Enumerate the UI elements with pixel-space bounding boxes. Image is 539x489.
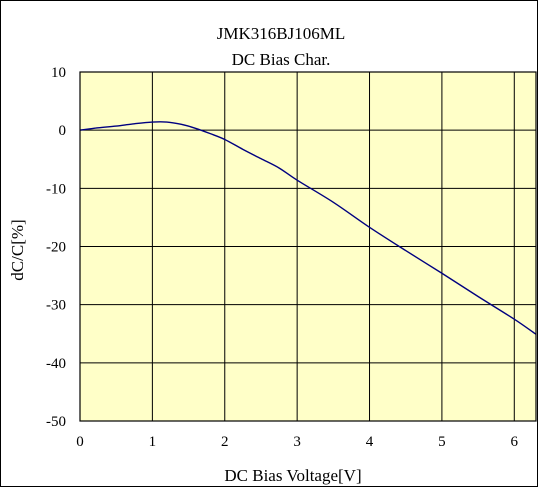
x-tick-label: 1: [149, 434, 157, 450]
x-tick-label: 0: [76, 434, 84, 450]
y-tick-label: 0: [59, 123, 67, 139]
x-tick-label: 5: [438, 434, 446, 450]
y-tick-label: -20: [46, 240, 66, 256]
chart-title: JMK316BJ106ML: [217, 24, 345, 43]
y-tick-labels: 10 0 -10 -20 -30 -40 -50: [46, 65, 66, 430]
x-axis-label: DC Bias Voltage[V]: [224, 466, 361, 485]
x-tick-labels: 0 1 2 3 4 5 6: [76, 434, 518, 450]
chart-subtitle: DC Bias Char.: [232, 50, 331, 69]
series-line-0: [79, 121, 537, 335]
plot-border: [79, 71, 537, 422]
y-tick-label: -10: [46, 181, 66, 197]
x-tick-label: 6: [511, 434, 519, 450]
x-tick-label: 2: [221, 434, 229, 450]
series-group: [79, 121, 537, 335]
y-tick-label: -40: [46, 356, 66, 372]
y-tick-label: -50: [46, 414, 66, 430]
y-tick-label: -30: [46, 298, 66, 314]
x-tick-label: 3: [293, 434, 301, 450]
x-tick-label: 4: [366, 434, 374, 450]
y-tick-label: 10: [51, 65, 66, 81]
y-axis-label: dC/C[%]: [8, 219, 27, 280]
